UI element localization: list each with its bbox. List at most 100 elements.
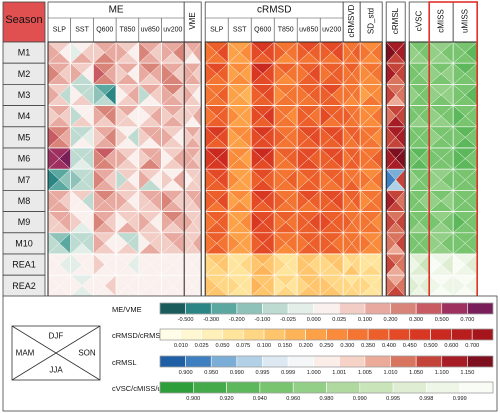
colorbar-swatch: [292, 381, 327, 394]
colorbar-tick-label: 0.940: [253, 396, 267, 402]
season-key: DJF MAM SON JJA: [11, 325, 101, 381]
row-label: M9: [18, 217, 31, 227]
group-header-label: cRMSL: [391, 7, 400, 34]
colorbar-swatch: [159, 302, 186, 315]
colorbar-tick-label: 0.200: [384, 317, 398, 323]
colorbar-swatch: [339, 355, 366, 368]
colorbar-swatch: [364, 355, 391, 368]
column-header-label: SST: [233, 27, 247, 34]
colorbar-tick-label: -0.200: [229, 317, 245, 323]
colorbar-frame: [159, 355, 494, 368]
colorbar-tick-label: 0.980: [320, 396, 334, 402]
colorbar-swatch: [180, 328, 202, 341]
colorbar-title: cVSC/cMISS/uMISS: [112, 384, 180, 393]
colorbar-swatch: [185, 355, 212, 368]
colorbar-tick-label: 1.010: [384, 370, 398, 376]
colorbar-tick-label: 0.960: [286, 396, 300, 402]
colorbar-tick-label: 0.150: [278, 343, 292, 349]
colorbar-tick-label: 0.990: [230, 370, 244, 376]
colorbar-tick-label: 0.300: [409, 317, 423, 323]
colorbar-tick-label: 0.100: [257, 343, 271, 349]
colorbar-swatch: [284, 328, 306, 341]
colorbar-swatch: [471, 328, 494, 341]
colorbar-swatch: [409, 328, 431, 341]
colorbar-tick-label: 0.920: [220, 396, 234, 402]
group-header-label: cVSC: [415, 11, 424, 32]
colorbar-title: ME/VME: [112, 305, 142, 314]
colorbar-tick-label: 0.950: [204, 370, 218, 376]
season-key-top: DJF: [49, 332, 64, 341]
colorbar-tick-label: 0.025: [195, 343, 209, 349]
colorbar-tick-label: 0.999: [453, 396, 467, 402]
colorbar-tick-label: 0.200: [299, 343, 313, 349]
season-key-left: MAM: [16, 349, 35, 358]
colorbar-swatch: [326, 328, 348, 341]
colorbar-swatch: [210, 355, 238, 368]
colorbar-swatch: [390, 302, 417, 315]
colorbar-swatch: [415, 302, 443, 315]
colorbar-tick-label: -0.025: [280, 317, 296, 323]
colorbar-tick-label: 0.990: [353, 396, 367, 402]
season-key-bottom: JJA: [49, 366, 63, 375]
colorbar-swatch: [430, 328, 452, 341]
colorbar-swatch: [226, 381, 261, 394]
row-label: M3: [18, 90, 31, 100]
colorbar-tick-label: 0.000: [307, 317, 321, 323]
colorbar-swatch: [262, 302, 289, 315]
group-header-label: cRMSVD: [347, 4, 356, 37]
colorbar-swatch: [390, 355, 417, 368]
colorbar-swatch: [313, 355, 340, 368]
colorbar-tick-label: 1.000: [307, 370, 321, 376]
column-header-label: Q600: [254, 27, 271, 34]
colorbar-swatch: [201, 328, 223, 341]
cells: [47, 41, 478, 297]
row-label: M10: [15, 238, 33, 248]
colorbar-frame: [159, 328, 494, 341]
colorbar-swatch: [262, 355, 289, 368]
colorbar-swatch: [415, 355, 443, 368]
row-label: M5: [18, 132, 31, 142]
colorbar-tick-label: 1.050: [409, 370, 423, 376]
colorbar-title: cRMSL: [112, 358, 137, 367]
colorbar-swatch: [392, 381, 427, 394]
colorbar-swatch: [185, 302, 212, 315]
colorbar-tick-label: 0.998: [419, 396, 433, 402]
colorbar-tick-label: 0.450: [403, 343, 417, 349]
colorbar-swatch: [236, 302, 263, 315]
colorbar-tick-label: 0.025: [332, 317, 346, 323]
colorbar-swatch: [259, 381, 294, 394]
colorbar-1: cRMSD/cRMSVD/SD_std 0.010 0.025 0.050 0.075 0…: [112, 328, 494, 349]
colorbar-tick-label: 0.900: [186, 396, 200, 402]
row-label: M8: [18, 196, 31, 206]
colorbar-swatch: [441, 355, 468, 368]
colorbar-swatch: [467, 302, 494, 315]
colorbar-tick-label: 0.500: [435, 317, 449, 323]
row-label: REA1: [12, 260, 36, 270]
colorbar-swatch: [287, 355, 314, 368]
colorbar-swatch: [388, 328, 411, 341]
colorbar-swatch: [459, 381, 494, 394]
colorbar-swatch: [305, 328, 327, 341]
colorbar-swatch: [426, 381, 460, 394]
column-header-label: uv200: [163, 27, 182, 34]
column-header-label: SST: [75, 27, 89, 34]
colorbar-tick-label: 0.250: [320, 343, 334, 349]
colorbar-tick-label: 0.995: [386, 396, 400, 402]
colorbar-frame: [159, 381, 494, 394]
colorbar-tick-label: -0.500: [178, 317, 194, 323]
column-header-label: T850: [278, 27, 294, 34]
colorbar-tick-label: 0.700: [460, 317, 474, 323]
column-header-label: T850: [119, 27, 135, 34]
colorbar-3: cVSC/cMISS/uMISS 0.900 0.920 0.940 0.960 0.98…: [112, 381, 494, 402]
colorbar-tick-label: 0.600: [444, 343, 458, 349]
row-label: M4: [18, 111, 31, 121]
colorbar-swatch: [236, 355, 263, 368]
colorbar-title: cRMSD/cRMSVD/SD_std: [112, 331, 197, 340]
colorbar-tick-label: 0.999: [281, 370, 295, 376]
colorbar-tick-label: 1.001: [332, 370, 346, 376]
colorbar-tick-label: -0.100: [255, 317, 271, 323]
colorbar-tick-label: 0.100: [358, 317, 372, 323]
row-label: REA2: [12, 281, 36, 291]
colorbar-tick-label: 0.350: [361, 343, 375, 349]
column-header-label: uv200: [322, 27, 341, 34]
